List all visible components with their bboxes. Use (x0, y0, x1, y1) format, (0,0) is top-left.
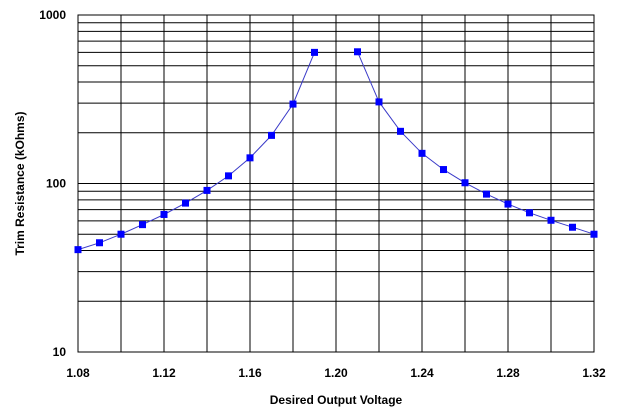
data-point-marker (117, 230, 125, 238)
data-point-marker (569, 223, 576, 231)
y-axis-tick-labels: 10 100 1000 (39, 8, 66, 359)
data-point-marker (203, 186, 211, 194)
data-point-marker (289, 100, 297, 108)
data-point-marker (483, 190, 490, 198)
data-point-marker (504, 200, 512, 208)
data-point-marker (225, 172, 232, 180)
data-point-marker (268, 131, 275, 139)
data-point-marker (311, 48, 318, 56)
series-line-2 (357, 51, 595, 235)
x-tick-label: 1.08 (66, 366, 90, 380)
y-axis-title: Trim Resistance (kOhms) (13, 111, 27, 255)
plot-area-border (77, 14, 595, 353)
data-point-marker (397, 127, 404, 135)
data-point-marker (547, 216, 555, 224)
x-axis-tick-labels: 1.08 1.12 1.16 1.20 1.24 1.28 1.32 (66, 366, 606, 380)
data-point-marker (182, 199, 189, 207)
data-point-marker (418, 149, 426, 157)
data-point-marker (590, 230, 598, 238)
data-point-marker (96, 239, 103, 247)
data-point-marker (246, 154, 254, 162)
data-point-marker (375, 98, 383, 106)
data-point-marker (461, 179, 469, 187)
data-point-marker (526, 209, 533, 217)
series-layer (74, 48, 598, 254)
data-point-marker (160, 210, 168, 218)
y-tick-label: 1000 (39, 8, 66, 22)
data-point-marker (354, 48, 361, 56)
data-point-marker (440, 166, 447, 174)
x-axis-title: Desired Output Voltage (270, 393, 403, 407)
data-point-marker (139, 221, 146, 229)
x-tick-label: 1.24 (410, 366, 434, 380)
y-tick-label: 100 (46, 177, 66, 191)
x-tick-label: 1.12 (152, 366, 176, 380)
data-point-marker (74, 246, 82, 254)
x-tick-label: 1.32 (582, 366, 606, 380)
y-tick-label: 10 (53, 345, 67, 359)
x-tick-label: 1.28 (496, 366, 520, 380)
series-line-1 (77, 52, 315, 251)
x-tick-label: 1.20 (324, 366, 348, 380)
x-tick-label: 1.16 (238, 366, 262, 380)
grid (77, 14, 595, 353)
